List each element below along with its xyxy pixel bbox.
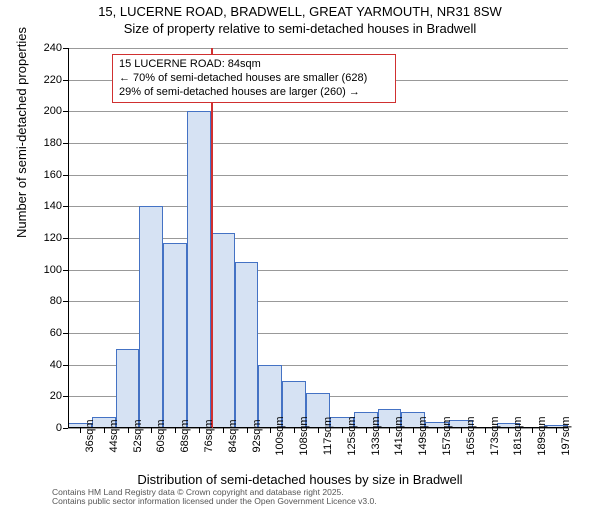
- x-tick-mark: [175, 428, 176, 433]
- histogram-bar: [235, 262, 259, 428]
- x-tick-mark: [485, 428, 486, 433]
- x-tick-label: 141sqm: [393, 416, 405, 455]
- x-tick-mark: [104, 428, 105, 433]
- x-tick-label: 44sqm: [108, 419, 120, 452]
- x-tick-label: 76sqm: [203, 419, 215, 452]
- annotation-box: 15 LUCERNE ROAD: 84sqm← 70% of semi-deta…: [112, 54, 396, 103]
- x-tick-mark: [80, 428, 81, 433]
- x-tick-mark: [366, 428, 367, 433]
- x-tick-mark: [294, 428, 295, 433]
- x-tick-mark: [223, 428, 224, 433]
- x-tick-label: 68sqm: [179, 419, 191, 452]
- x-tick-mark: [437, 428, 438, 433]
- x-tick-label: 133sqm: [370, 416, 382, 455]
- annotation-line2: ← 70% of semi-detached houses are smalle…: [119, 72, 389, 86]
- gridline-h: [68, 48, 568, 49]
- x-tick-label: 52sqm: [132, 419, 144, 452]
- x-tick-label: 165sqm: [465, 416, 477, 455]
- x-tick-label: 173sqm: [489, 416, 501, 455]
- x-tick-mark: [318, 428, 319, 433]
- y-axis-line: [68, 48, 69, 428]
- y-tick-label: 140: [32, 200, 62, 212]
- x-tick-mark: [508, 428, 509, 433]
- chart-title-line1: 15, LUCERNE ROAD, BRADWELL, GREAT YARMOU…: [0, 4, 600, 19]
- footer-line2: Contains public sector information licen…: [52, 497, 377, 506]
- x-tick-label: 189sqm: [536, 416, 548, 455]
- x-tick-label: 92sqm: [251, 419, 263, 452]
- chart-title-line2: Size of property relative to semi-detach…: [0, 21, 600, 36]
- reference-line: [211, 48, 213, 428]
- annotation-line3: 29% of semi-detached houses are larger (…: [119, 86, 389, 100]
- x-tick-label: 60sqm: [155, 419, 167, 452]
- x-tick-label: 108sqm: [298, 416, 310, 455]
- x-axis-label: Distribution of semi-detached houses by …: [0, 472, 600, 487]
- histogram-bar: [163, 243, 187, 428]
- x-tick-label: 149sqm: [417, 416, 429, 455]
- y-tick-label: 220: [32, 74, 62, 86]
- x-tick-mark: [270, 428, 271, 433]
- x-tick-label: 117sqm: [322, 417, 334, 455]
- gridline-h: [68, 175, 568, 176]
- x-tick-label: 125sqm: [346, 416, 358, 455]
- gridline-h: [68, 111, 568, 112]
- x-tick-label: 197sqm: [560, 416, 572, 455]
- y-tick-label: 120: [32, 232, 62, 244]
- y-tick-label: 40: [32, 359, 62, 371]
- x-tick-mark: [342, 428, 343, 433]
- gridline-h: [68, 143, 568, 144]
- x-tick-mark: [413, 428, 414, 433]
- x-tick-label: 84sqm: [227, 419, 239, 452]
- x-tick-label: 181sqm: [512, 416, 524, 455]
- histogram-bar: [116, 349, 140, 428]
- y-tick-label: 160: [32, 169, 62, 181]
- x-tick-mark: [128, 428, 129, 433]
- annotation-line1: 15 LUCERNE ROAD: 84sqm: [119, 58, 389, 72]
- y-axis-label: Number of semi-detached properties: [14, 27, 29, 238]
- y-tick-label: 100: [32, 264, 62, 276]
- y-tick-label: 60: [32, 327, 62, 339]
- y-tick-label: 200: [32, 105, 62, 117]
- x-tick-mark: [532, 428, 533, 433]
- y-tick-label: 240: [32, 42, 62, 54]
- y-tick-label: 180: [32, 137, 62, 149]
- histogram-bar: [211, 233, 235, 428]
- histogram-bar: [187, 111, 211, 428]
- x-tick-label: 100sqm: [274, 416, 286, 455]
- y-tick-label: 0: [32, 422, 62, 434]
- x-tick-mark: [151, 428, 152, 433]
- x-tick-label: 157sqm: [441, 416, 453, 455]
- chart-plot-area: 15 LUCERNE ROAD: 84sqm← 70% of semi-deta…: [68, 48, 568, 428]
- y-tick-label: 20: [32, 390, 62, 402]
- x-tick-mark: [389, 428, 390, 433]
- histogram-bar: [139, 206, 163, 428]
- chart-footer: Contains HM Land Registry data © Crown c…: [52, 488, 377, 506]
- x-tick-mark: [247, 428, 248, 433]
- x-tick-label: 36sqm: [84, 419, 96, 452]
- x-tick-mark: [556, 428, 557, 433]
- x-tick-mark: [199, 428, 200, 433]
- y-tick-label: 80: [32, 295, 62, 307]
- x-tick-mark: [461, 428, 462, 433]
- y-tick-mark: [63, 428, 68, 429]
